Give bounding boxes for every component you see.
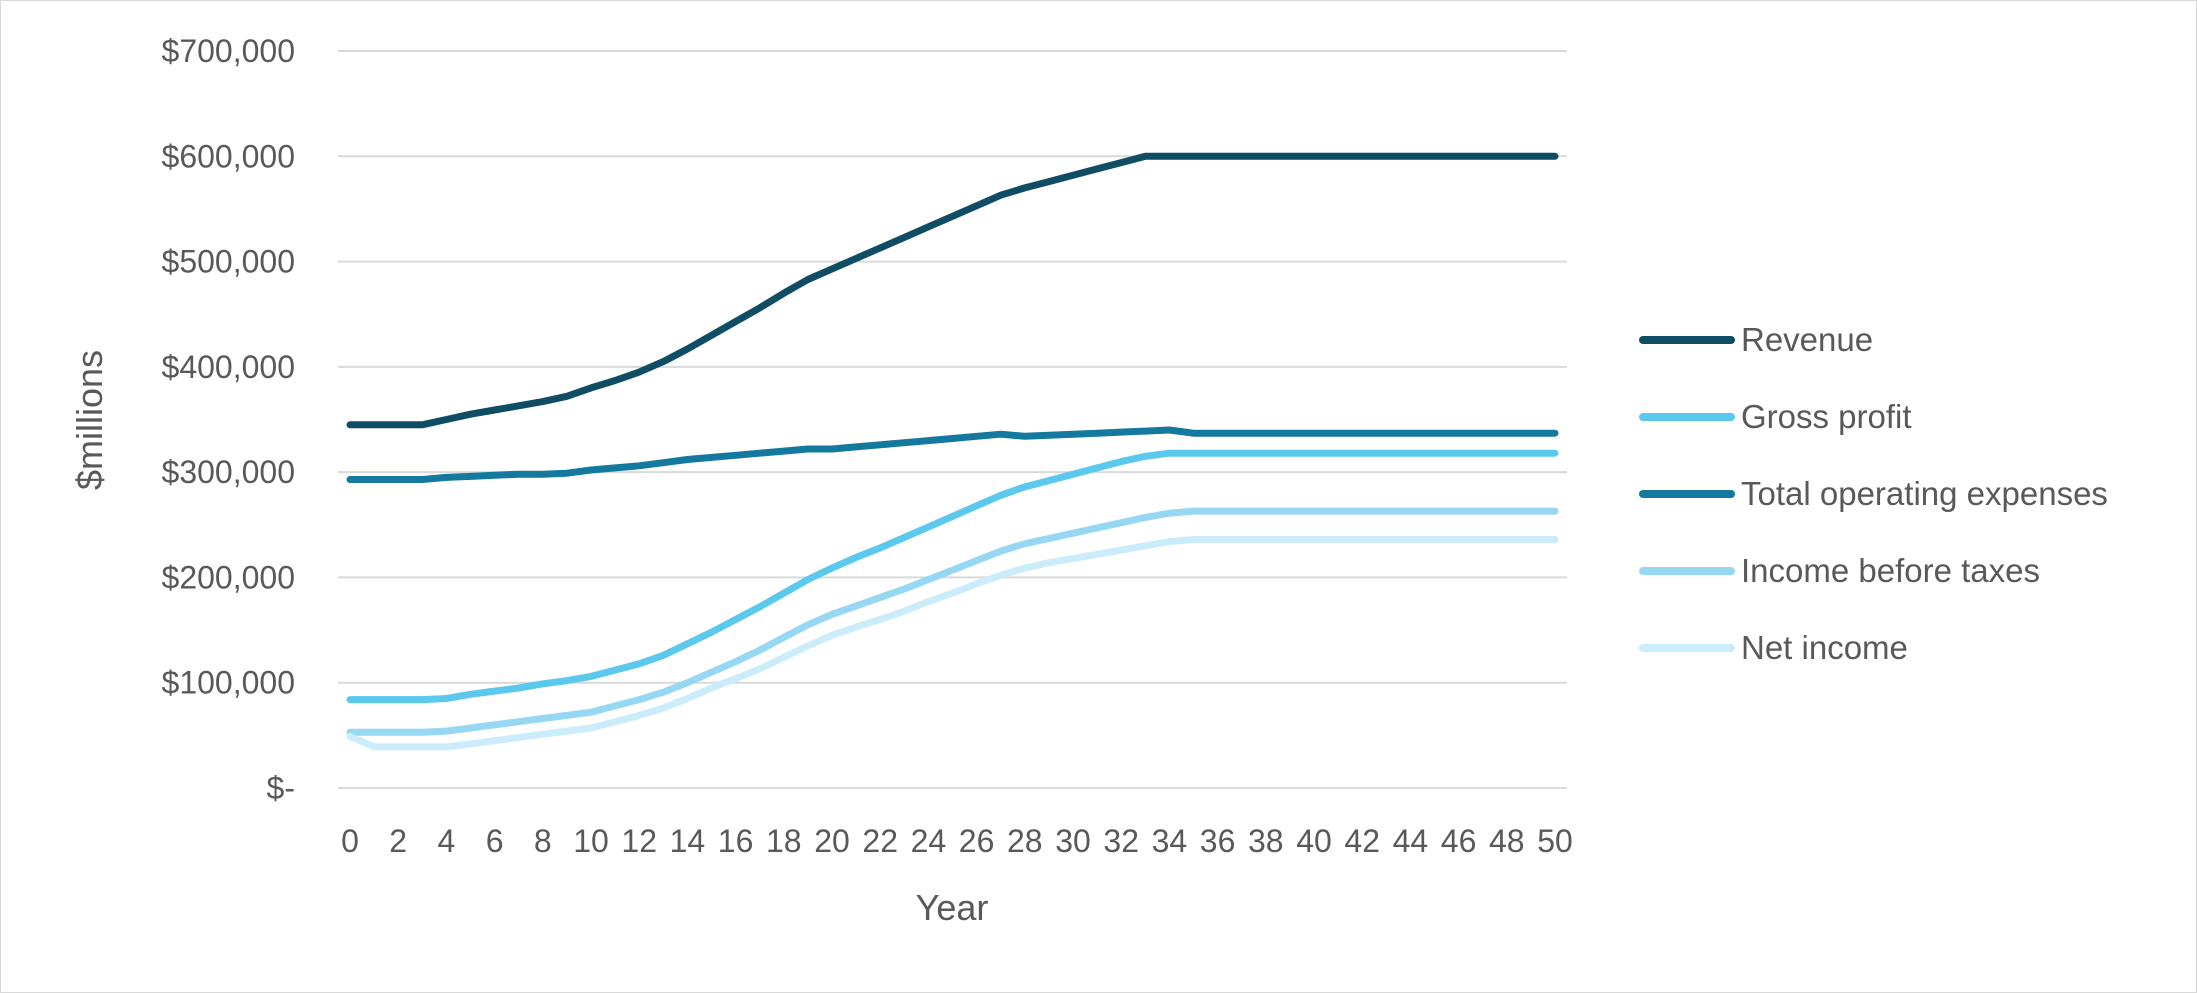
- series-line-gross-profit: [346, 449, 1559, 704]
- x-tick-label: 2: [389, 823, 407, 859]
- x-tick-label: 30: [1055, 823, 1091, 859]
- series-line-total-operating-expenses: [346, 426, 1559, 483]
- x-tick-label: 48: [1489, 823, 1525, 859]
- x-tick-label: 10: [573, 823, 609, 859]
- y-tick-label: $500,000: [162, 244, 295, 280]
- y-tick-label: $200,000: [162, 559, 295, 595]
- legend-label-income-before-taxes: Income before taxes: [1741, 552, 2040, 589]
- x-tick-label: 6: [486, 823, 504, 859]
- y-tick-label: $100,000: [162, 665, 295, 701]
- x-tick-label: 42: [1344, 823, 1380, 859]
- x-axis-ticks: 0 2 4 6 8 10 12 14 16 18 20 22 24 26 28 30 32 34 36 38 40 42 4…: [341, 823, 1573, 859]
- x-tick-label: 34: [1152, 823, 1188, 859]
- series-line-income-before-taxes: [346, 507, 1559, 736]
- x-tick-label: 38: [1248, 823, 1284, 859]
- x-tick-label: 40: [1296, 823, 1332, 859]
- legend-label-net-income: Net income: [1741, 629, 1908, 666]
- y-axis-ticks: $- $100,000 $200,000 $300,000 $400,000 $500,0…: [162, 33, 295, 806]
- y-tick-label: $400,000: [162, 349, 295, 385]
- x-tick-label: 20: [814, 823, 850, 859]
- series-lines: [346, 152, 1559, 751]
- x-tick-label: 22: [862, 823, 898, 859]
- x-tick-label: 4: [438, 823, 456, 859]
- x-tick-label: 46: [1441, 823, 1477, 859]
- x-tick-label: 50: [1537, 823, 1573, 859]
- y-tick-label: $-: [267, 770, 295, 806]
- x-tick-label: 26: [959, 823, 995, 859]
- series-line-revenue: [346, 152, 1559, 429]
- legend: Revenue Gross profit Total operating expen…: [1639, 321, 2108, 666]
- legend-label-revenue: Revenue: [1741, 321, 1873, 358]
- x-tick-label: 12: [621, 823, 657, 859]
- series-line-net-income: [346, 536, 1559, 751]
- y-tick-label: $300,000: [162, 454, 295, 490]
- x-tick-label: 36: [1200, 823, 1236, 859]
- legend-label-total-operating-expenses: Total operating expenses: [1741, 475, 2108, 512]
- x-tick-label: 8: [534, 823, 552, 859]
- legend-label-gross-profit: Gross profit: [1741, 398, 1912, 435]
- y-tick-label: $600,000: [162, 138, 295, 174]
- x-tick-label: 16: [718, 823, 754, 859]
- x-tick-label: 28: [1007, 823, 1043, 859]
- x-tick-label: 14: [670, 823, 706, 859]
- x-axis-title: Year: [916, 887, 989, 928]
- y-axis-title: $millions: [69, 350, 110, 490]
- x-tick-label: 18: [766, 823, 802, 859]
- x-tick-label: 32: [1103, 823, 1139, 859]
- gridlines: [338, 50, 1567, 789]
- x-tick-label: 0: [341, 823, 359, 859]
- y-tick-label: $700,000: [162, 33, 295, 69]
- x-tick-label: 44: [1393, 823, 1429, 859]
- x-tick-label: 24: [911, 823, 947, 859]
